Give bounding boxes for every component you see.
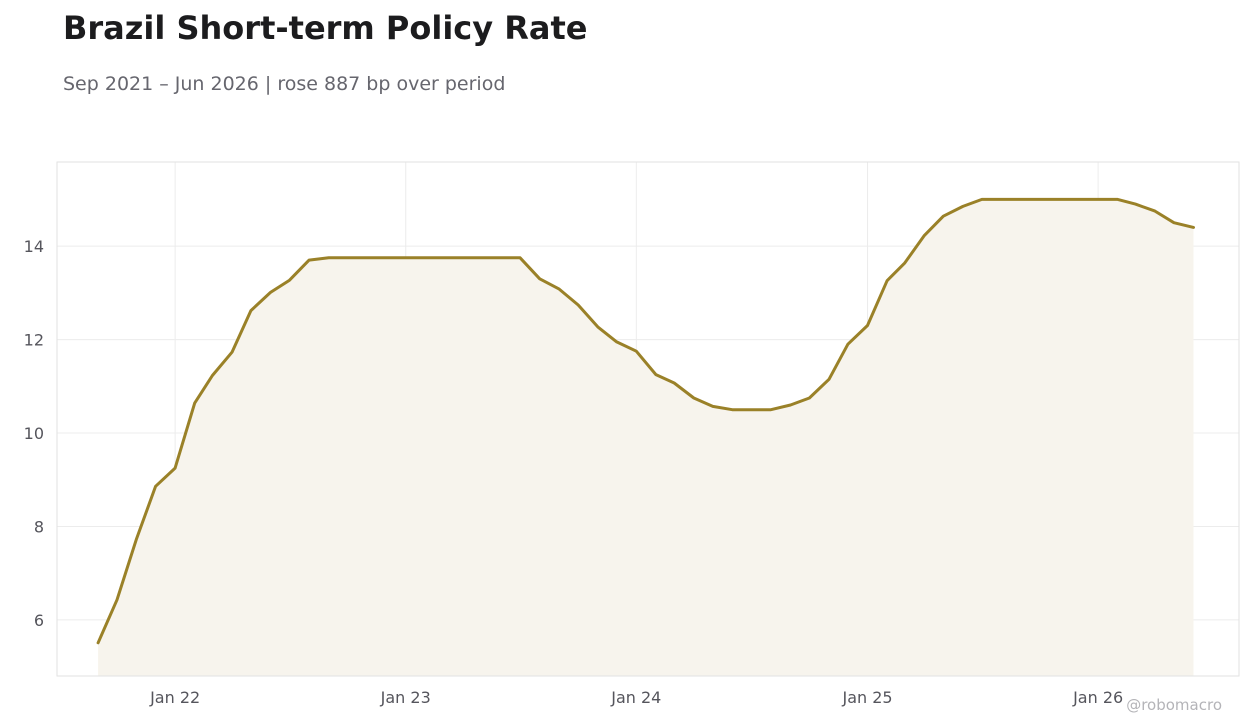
chart-title: Brazil Short-term Policy Rate [63,9,588,47]
x-axis: Jan 22 Jan 23 Jan 24 Jan 25 Jan 26 [149,688,1123,707]
chart-subtitle: Sep 2021 – Jun 2026 | rose 887 bp over p… [63,73,506,95]
y-tick-label: 12 [24,331,44,350]
y-tick-label: 14 [24,237,44,256]
y-axis: 6 8 10 12 14 [24,237,44,630]
x-tick-label: Jan 26 [1072,688,1123,707]
x-tick-label: Jan 23 [380,688,431,707]
watermark: @robomacro [1126,696,1222,714]
plot-frame [56,161,1240,677]
series-line [96,197,1195,645]
x-tick-label: Jan 25 [841,688,892,707]
y-tick-label: 6 [34,611,44,630]
x-tick-label: Jan 24 [610,688,661,707]
y-tick-label: 8 [34,517,44,536]
series-area [98,199,1194,676]
x-tick-label: Jan 22 [149,688,200,707]
y-tick-label: 10 [24,424,44,443]
